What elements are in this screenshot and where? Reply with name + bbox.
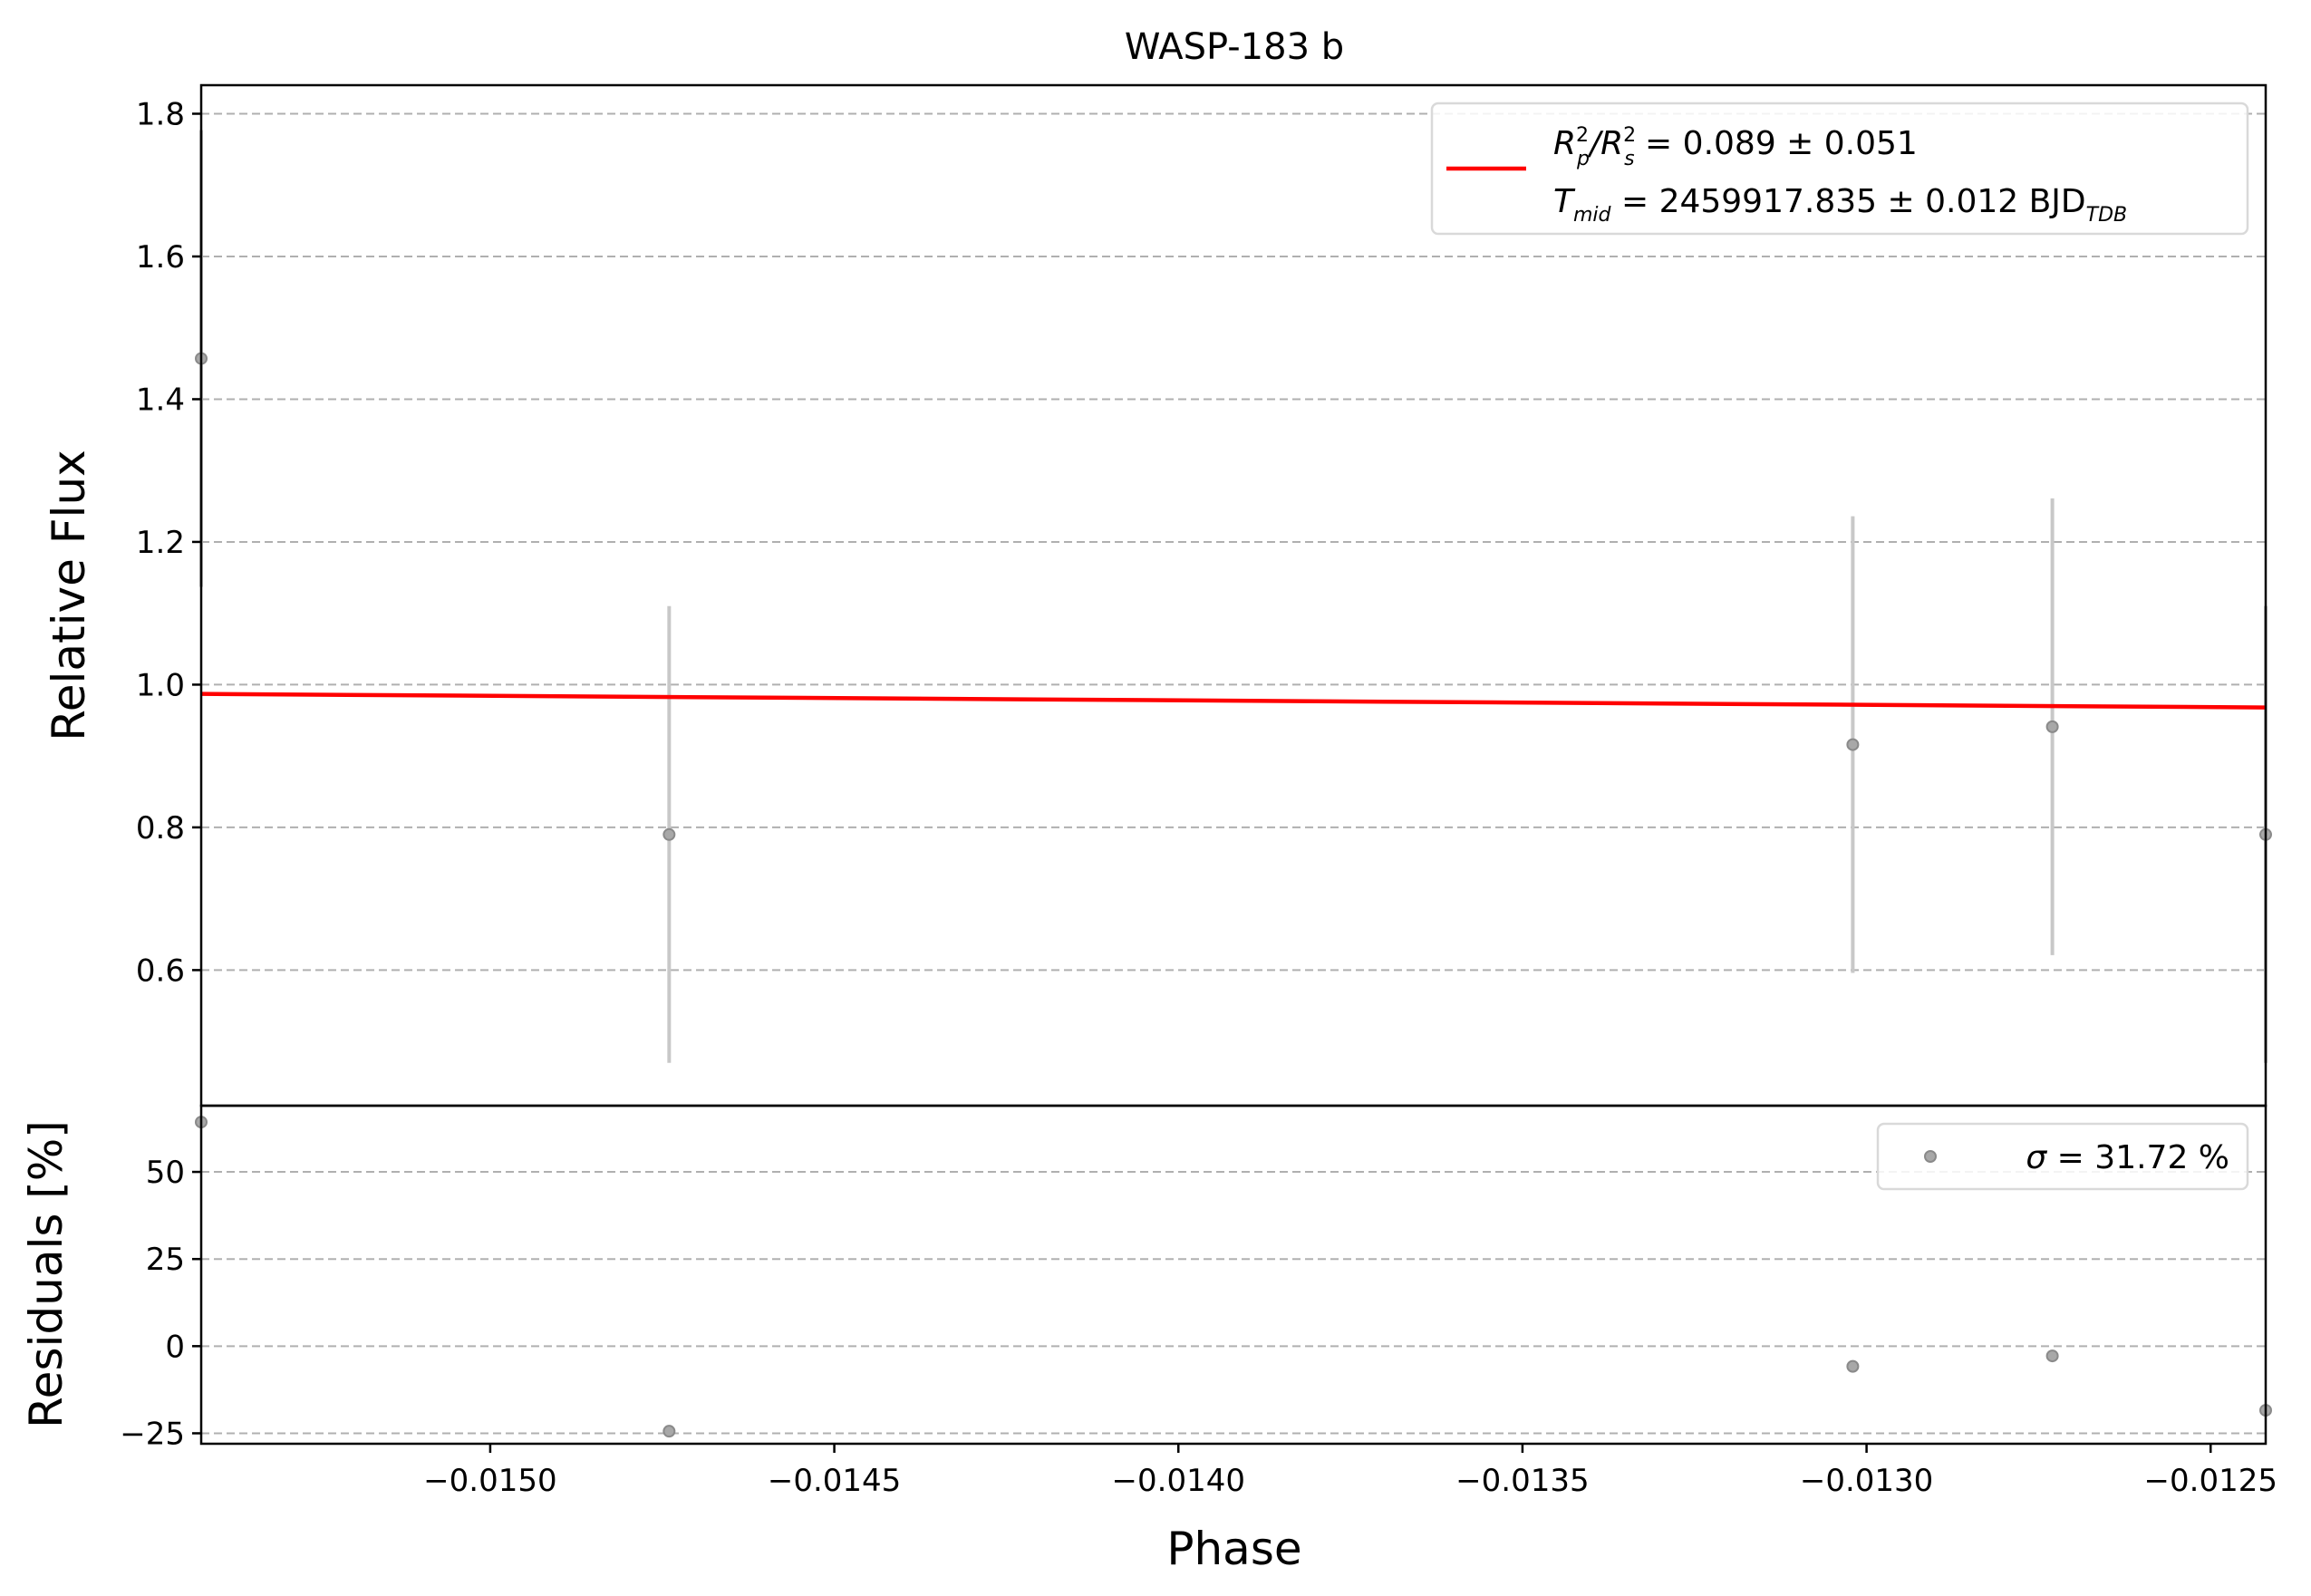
x-tick-label: −0.0145	[768, 1463, 901, 1499]
flux-y-tick-label: 1.4	[136, 382, 185, 418]
light-curve-legend: R2 p/R2 s = 0.089 ± 0.051 Tmid = 2459917.8…	[1430, 102, 2249, 236]
light-curve-frame	[199, 83, 2267, 1108]
legend-tmid-text: Tmid = 2459917.835 ± 0.012 BJDTDB	[1553, 183, 2127, 227]
flux-data-point	[1846, 738, 1860, 751]
light-curve-panel: 0.6 0.8 1.0 1.2 1.4 1.6 1.8	[136, 83, 2272, 1108]
residual-y-tick-label: 25	[146, 1242, 185, 1278]
residual-y-tick-label: −25	[120, 1416, 185, 1452]
light-curve-y-axis-label: Relative Flux	[43, 450, 95, 740]
flux-y-tick-label: 0.6	[136, 953, 185, 989]
light-curve-legend-box	[1430, 102, 2249, 236]
residual-data-point	[662, 1425, 676, 1438]
transit-model-line	[200, 692, 2267, 710]
residual-data-point	[2045, 1349, 2059, 1363]
flux-y-tick-label: 1.0	[136, 667, 185, 703]
residuals-legend-box	[1876, 1122, 2249, 1191]
light-curve-errorbars	[199, 130, 2267, 1063]
x-tick-label: −0.0130	[1800, 1463, 1933, 1499]
residuals-y-ticks: −25 0 25 50	[120, 1155, 201, 1452]
flux-data-point	[662, 827, 676, 841]
flux-y-tick-label: 0.8	[136, 810, 185, 846]
residuals-legend: σ = 31.72 %	[1876, 1122, 2249, 1191]
flux-y-tick-label: 1.8	[136, 96, 185, 132]
x-tick-label: −0.0135	[1455, 1463, 1589, 1499]
light-curve-data-points	[195, 352, 2272, 841]
x-tick-label: −0.0140	[1112, 1463, 1245, 1499]
legend-residual-marker	[1924, 1150, 1937, 1163]
chart-title: WASP-183 b	[1125, 26, 1344, 68]
residuals-gridlines	[201, 1171, 2266, 1435]
x-tick-label: −0.0125	[2144, 1463, 2277, 1499]
legend-rp-rs-text: R2 p/R2 s = 0.089 ± 0.051	[1553, 124, 1918, 170]
residual-y-tick-label: 0	[165, 1329, 185, 1365]
residuals-frame	[199, 1104, 2267, 1446]
flux-y-tick-label: 1.2	[136, 525, 185, 561]
x-axis-label: Phase	[1166, 1523, 1301, 1575]
light-curve-y-ticks: 0.6 0.8 1.0 1.2 1.4 1.6 1.8	[136, 96, 201, 989]
residuals-panel: −25 0 25 50	[120, 1104, 2272, 1452]
x-axis-ticks: −0.0150 −0.0145 −0.0140 −0.0135 −0.0130 −0.01…	[423, 1444, 2277, 1499]
light-curve-gridlines	[201, 112, 2266, 972]
residual-y-tick-label: 50	[146, 1155, 185, 1191]
residuals-y-axis-label: Residuals [%]	[20, 1120, 73, 1428]
x-tick-label: −0.0150	[423, 1463, 556, 1499]
legend-sigma-text: σ = 31.72 %	[2026, 1139, 2229, 1176]
residual-data-point	[1846, 1359, 1860, 1373]
flux-data-point	[2045, 720, 2059, 733]
flux-y-tick-label: 1.6	[136, 239, 185, 276]
